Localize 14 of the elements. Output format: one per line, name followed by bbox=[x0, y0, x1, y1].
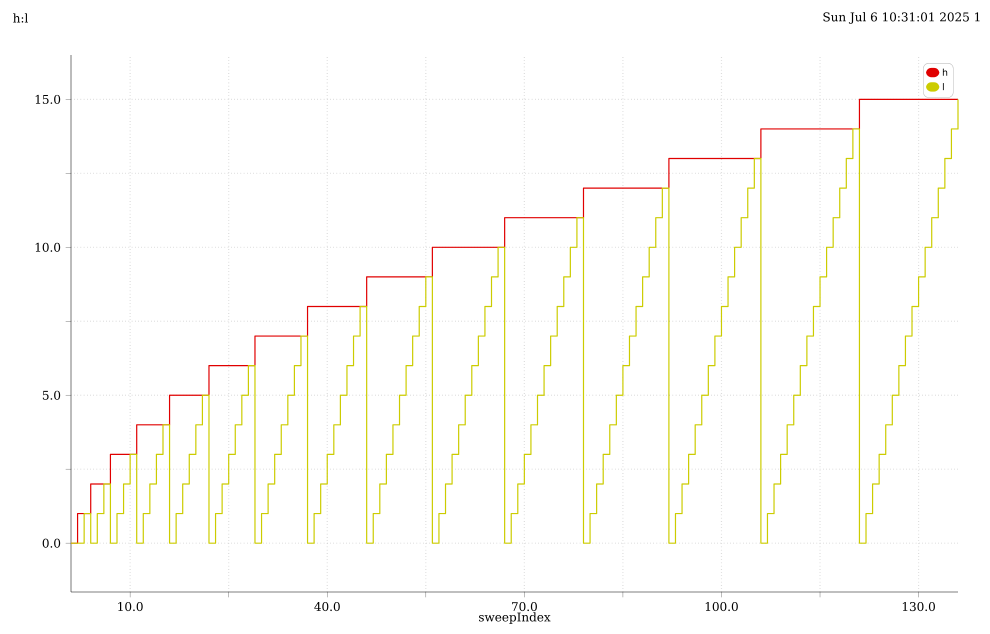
x-tick-label: 10.0 bbox=[118, 602, 143, 612]
legend-label: l bbox=[942, 83, 944, 90]
x-axis-title: sweepIndex bbox=[479, 612, 551, 624]
x-tick-label: 100.0 bbox=[706, 602, 738, 612]
x-tick-label: 70.0 bbox=[512, 602, 537, 612]
y-tick-label: 15.0 bbox=[36, 94, 60, 104]
x-tick-label: 130.0 bbox=[902, 602, 935, 612]
x-tick-label: 40.0 bbox=[314, 602, 340, 612]
chart-title: h:l bbox=[13, 13, 28, 23]
y-tick-label: 0.0 bbox=[42, 538, 60, 548]
legend-label: h bbox=[942, 68, 948, 76]
text: Sun Jul 6 10:31:01 2025 1 bbox=[823, 12, 980, 24]
y-tick-label: 10.0 bbox=[36, 242, 60, 252]
y-tick-label: 5.0 bbox=[42, 390, 60, 400]
